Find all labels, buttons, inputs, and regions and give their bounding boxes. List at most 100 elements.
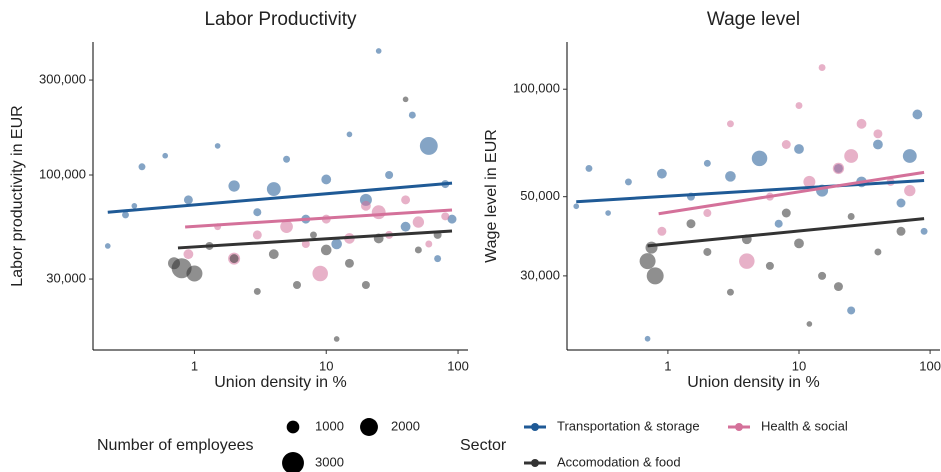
point <box>874 248 882 256</box>
point <box>904 184 916 197</box>
point <box>585 164 593 172</box>
point <box>408 111 416 119</box>
point <box>321 174 332 185</box>
point <box>253 208 262 217</box>
y-tick-label: 300,000 <box>39 71 86 86</box>
point <box>401 195 411 205</box>
point <box>844 149 859 163</box>
y-axis-label: Labor productivity in EUR <box>9 105 26 286</box>
point <box>186 265 203 282</box>
legend-size-key <box>282 452 304 472</box>
legend-title: Sector <box>460 437 507 454</box>
point <box>331 238 342 250</box>
point <box>375 48 382 54</box>
legend-label: 3000 <box>315 454 344 469</box>
point <box>847 213 855 220</box>
point <box>301 240 310 249</box>
point <box>214 143 221 149</box>
point <box>645 241 658 254</box>
point <box>138 163 146 171</box>
point <box>162 152 169 159</box>
point <box>280 220 293 233</box>
point <box>726 288 734 296</box>
point <box>361 281 370 290</box>
point <box>441 212 450 221</box>
point <box>765 261 774 270</box>
point <box>873 139 883 150</box>
point <box>832 162 845 175</box>
point <box>686 219 696 229</box>
y-tick-label: 30,000 <box>46 270 86 285</box>
point <box>447 214 457 224</box>
point <box>726 120 734 128</box>
point <box>856 118 867 129</box>
point <box>104 243 111 249</box>
point <box>806 321 813 327</box>
point <box>412 216 425 228</box>
x-tick-label: 100 <box>447 358 469 373</box>
point <box>283 155 291 163</box>
point <box>268 249 279 260</box>
x-tick-label: 10 <box>792 358 806 373</box>
point <box>252 230 262 240</box>
panel-title: Wage level <box>707 9 800 30</box>
point <box>818 271 827 280</box>
point <box>847 306 856 315</box>
point <box>751 150 768 167</box>
trend-line <box>647 217 925 248</box>
point <box>292 281 301 290</box>
point <box>228 180 240 192</box>
point <box>646 267 664 285</box>
point <box>385 171 394 180</box>
legend-label: 2000 <box>391 418 420 433</box>
point <box>833 282 843 292</box>
legend-title: Number of employees <box>97 437 254 454</box>
point <box>657 226 667 236</box>
point <box>333 336 340 342</box>
point <box>400 221 411 232</box>
y-tick-label: 30,000 <box>520 267 560 282</box>
point <box>896 198 906 208</box>
x-tick-label: 10 <box>319 358 333 373</box>
point <box>361 200 371 211</box>
legend-label: Accomodation & food <box>557 454 681 469</box>
point <box>703 209 712 218</box>
point <box>229 254 239 264</box>
point <box>605 210 611 216</box>
trend-line <box>658 170 925 216</box>
point <box>774 219 783 228</box>
point <box>624 178 632 186</box>
point <box>425 240 433 248</box>
point <box>902 149 917 163</box>
y-tick-label: 100,000 <box>513 81 560 96</box>
point <box>703 247 712 256</box>
point <box>912 109 923 120</box>
point <box>183 195 193 205</box>
point <box>253 287 261 295</box>
point <box>794 144 804 154</box>
x-tick-label: 100 <box>919 358 941 373</box>
point <box>644 335 651 342</box>
x-axis-label: Union density in % <box>214 374 347 391</box>
legend-key-dot <box>735 423 743 431</box>
point <box>781 208 791 218</box>
trend-line <box>576 179 925 204</box>
point <box>781 140 791 149</box>
point <box>183 249 194 260</box>
point <box>320 244 332 256</box>
legend-label: Transportation & storage <box>557 418 700 433</box>
point <box>725 171 736 182</box>
point <box>266 182 281 196</box>
point <box>434 255 442 263</box>
point <box>402 96 409 103</box>
legend-size-key <box>360 418 378 436</box>
point <box>312 265 328 282</box>
x-tick-label: 1 <box>664 358 671 373</box>
point <box>795 102 803 110</box>
legend-label: Health & social <box>761 418 848 433</box>
point <box>896 226 906 236</box>
panel-title: Labor Productivity <box>204 9 357 30</box>
point <box>920 227 928 235</box>
y-tick-label: 100,000 <box>39 166 86 181</box>
point <box>818 64 826 72</box>
